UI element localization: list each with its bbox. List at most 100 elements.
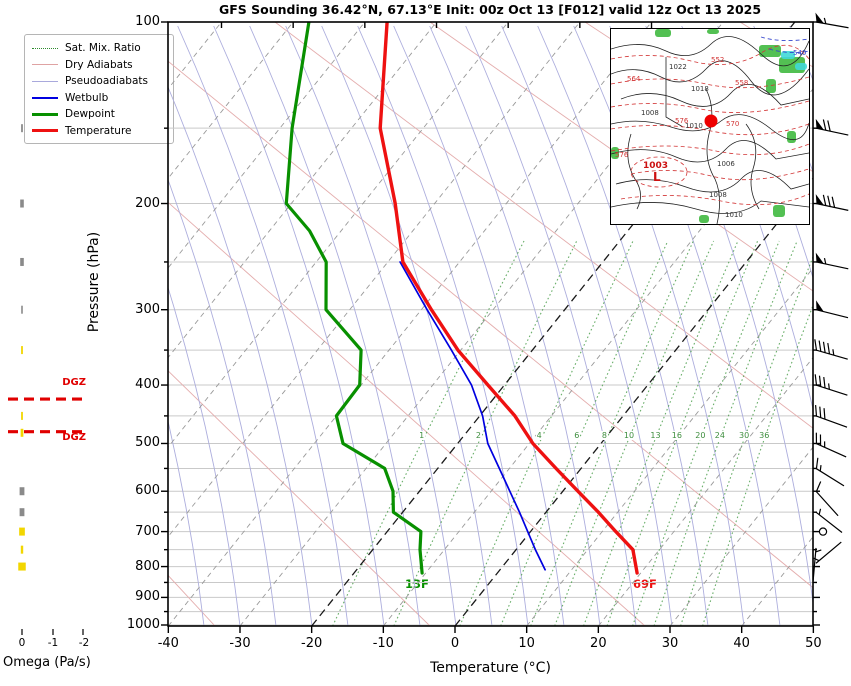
map-thickness-contour	[611, 45, 809, 65]
plot-border	[167, 21, 814, 627]
omega-bar	[21, 411, 23, 420]
axis-ticks	[161, 21, 820, 633]
map-cold-contour	[768, 48, 809, 54]
map-thickness-contour	[611, 143, 809, 156]
surface-temperature-label: 69F	[633, 577, 657, 591]
legend-label: Dewpoint	[65, 108, 115, 121]
map-precip-patch	[795, 63, 807, 70]
map-thickness-contour	[611, 123, 809, 136]
page-title: GFS Sounding 36.42°N, 67.13°E Init: 00z …	[218, 2, 762, 17]
mixing-ratio-label: 10	[622, 431, 636, 440]
legend-swatch-thick	[32, 112, 58, 116]
x-tick-label: 50	[805, 636, 822, 651]
map-thickness-contour	[630, 168, 809, 181]
omega-bar	[20, 545, 24, 554]
mixing-ratio-label: 2	[474, 431, 482, 440]
y-tick-label: 300	[135, 301, 160, 317]
legend-swatch-dotted	[32, 47, 58, 49]
omega-axis-label: Omega (Pa/s)	[3, 655, 91, 670]
map-contour-label: 570	[726, 120, 739, 128]
mixing-ratio-label: 30	[738, 431, 751, 440]
wind-barb	[815, 481, 839, 517]
wind-barb	[812, 547, 822, 581]
dewpoint-curve	[284, 22, 424, 575]
y-tick-label: 1000	[126, 617, 160, 632]
inset-synoptic-map: 552 558 564 570 576 576 1022 1018 1008 1010 1006 10…	[610, 28, 810, 225]
legend-item: Dry Adiabats	[32, 57, 166, 74]
map-contour-label: 1010	[685, 122, 703, 130]
wind-barb	[815, 118, 849, 136]
x-tick-label: 0	[450, 636, 460, 651]
wind-barb	[814, 374, 848, 396]
x-axis-label: Temperature (°C)	[430, 660, 551, 676]
map-contour-label: 1006	[717, 160, 735, 168]
legend-swatch-thin	[32, 64, 58, 66]
wind-barb	[813, 541, 842, 564]
wind-barb	[815, 508, 843, 533]
x-tick-label: -30	[229, 636, 251, 651]
dgz-label-top: DGZ	[62, 377, 86, 388]
map-isobar	[745, 123, 760, 210]
x-tick-label: -40	[157, 636, 179, 651]
map-isobar	[611, 114, 809, 140]
mixing-ratio-label: 8	[600, 431, 609, 440]
map-isobar	[611, 36, 809, 67]
map-contour-label: 1010	[725, 211, 743, 219]
y-tick-label: 600	[135, 483, 160, 499]
omega-bar	[20, 257, 24, 266]
map-thickness-contour	[620, 193, 809, 206]
omega-bar	[21, 305, 23, 314]
mixing-ratio-label: 4	[535, 431, 543, 440]
map-precip-patch	[787, 131, 796, 143]
map-contour-label: 540	[793, 49, 806, 57]
map-station-dot	[704, 114, 718, 128]
omega-bar	[19, 487, 25, 496]
mixing-ratio-label: 6	[573, 431, 581, 440]
omega-tick-label: 0	[18, 637, 26, 649]
map-thickness-contour	[611, 100, 809, 113]
map-contour-label: 1008	[709, 191, 727, 199]
map-isobar	[705, 88, 720, 224]
legend-item: Temperature	[32, 123, 166, 140]
legend-swatch-thin	[32, 80, 58, 82]
legend-label: Wetbulb	[65, 91, 109, 104]
map-contour-label: L	[653, 170, 661, 184]
wind-barb	[815, 12, 849, 29]
y-tick-label: 100	[135, 14, 160, 29]
x-tick-label: 10	[518, 636, 535, 651]
map-contour-label: 576	[675, 117, 689, 125]
x-tick-label: -10	[372, 636, 394, 651]
map-low-contour	[630, 156, 688, 188]
omega-bar	[21, 346, 23, 355]
legend-item: Wetbulb	[32, 90, 166, 107]
y-tick-label: 500	[135, 435, 160, 451]
wind-barb	[814, 339, 848, 360]
temperature-curve	[378, 22, 639, 575]
map-precip-patch	[759, 45, 781, 57]
legend-label: Pseudoadiabats	[65, 75, 148, 88]
map-contour-label: 564	[627, 75, 641, 83]
map-cold-contour	[760, 36, 809, 42]
map-contour-label: 1008	[641, 109, 659, 117]
legend-label: Sat. Mix. Ratio	[65, 42, 141, 55]
y-tick-label: 800	[135, 558, 160, 574]
mixing-ratio-label: 16	[670, 431, 683, 440]
map-precip-patch	[766, 79, 776, 93]
y-tick-label: 900	[135, 589, 160, 605]
legend-label: Dry Adiabats	[65, 58, 133, 71]
y-tick-label: 200	[135, 195, 160, 211]
mixing-ratio-label: 24	[713, 431, 726, 440]
wind-barb	[818, 527, 828, 536]
mixing-ratio-label: 1	[418, 431, 426, 440]
map-isobar	[611, 200, 809, 214]
map-isobar	[611, 140, 809, 163]
x-tick-label: -20	[301, 636, 323, 651]
omega-tick-label: -2	[78, 637, 90, 649]
legend-swatch-thick	[32, 129, 58, 133]
map-isobar	[615, 170, 809, 193]
legend-item: Dewpoint	[32, 106, 166, 123]
x-tick-label: 30	[661, 636, 679, 651]
mixing-ratio-label: 20	[694, 431, 707, 440]
map-isobar	[620, 84, 809, 107]
